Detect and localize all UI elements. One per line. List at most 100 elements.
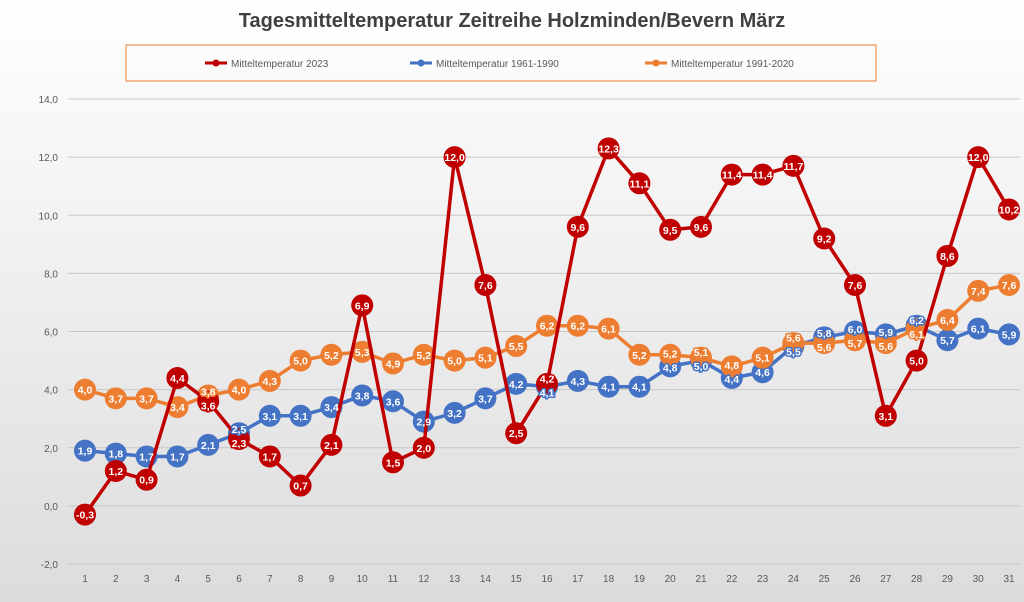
x-tick-label: 27 <box>880 574 892 585</box>
data-point <box>597 317 620 340</box>
data-point <box>320 343 343 366</box>
legend-item: Mitteltemperatur 1991-2020 <box>645 59 794 70</box>
data-point <box>412 343 435 366</box>
svg-text:Mitteltemperatur 2023: Mitteltemperatur 2023 <box>231 59 329 70</box>
data-point <box>690 215 712 238</box>
x-tick-label: 7 <box>267 574 273 585</box>
data-label: 3,8 <box>355 390 370 402</box>
data-point <box>166 367 189 389</box>
data-point <box>967 146 990 169</box>
data-label: 6,1 <box>971 324 986 336</box>
data-label: 5,6 <box>817 342 832 354</box>
data-label: 0,9 <box>139 475 154 487</box>
data-label: 7,6 <box>478 280 493 292</box>
x-tick-label: 18 <box>603 574 615 585</box>
data-point <box>289 404 312 427</box>
data-label: 5,9 <box>878 327 893 339</box>
data-label: 5,2 <box>324 350 339 362</box>
data-label: 5,3 <box>355 347 370 359</box>
data-label: 6,2 <box>570 321 585 333</box>
data-label: 9,5 <box>663 225 678 237</box>
x-tick-label: 22 <box>726 574 738 585</box>
y-tick-label: -2,0 <box>41 560 59 571</box>
data-point <box>258 369 281 392</box>
y-tick-label: 14,0 <box>39 95 59 106</box>
data-point <box>104 460 127 482</box>
data-label: 2,1 <box>201 440 216 452</box>
data-point <box>74 439 96 462</box>
data-point <box>967 279 990 302</box>
data-point <box>844 329 866 352</box>
y-tick-label: 10,0 <box>39 211 59 222</box>
data-label: 11,1 <box>629 178 649 190</box>
data-label: 4,4 <box>724 374 739 386</box>
data-label: 6,4 <box>940 315 955 327</box>
data-point <box>998 323 1020 346</box>
data-label: 12,0 <box>444 152 465 164</box>
data-point <box>720 355 743 378</box>
legend-item: Mitteltemperatur 1961-1990 <box>410 59 559 70</box>
data-label: 6,2 <box>909 315 924 327</box>
data-point <box>505 335 528 358</box>
x-tick-label: 14 <box>480 574 492 585</box>
data-label: 5,2 <box>663 349 678 361</box>
data-label: 4,0 <box>78 385 93 397</box>
data-point <box>536 314 558 337</box>
data-label: 3,1 <box>878 411 893 423</box>
data-point <box>382 352 404 375</box>
data-label: 12,0 <box>968 152 989 164</box>
data-point <box>566 314 589 337</box>
data-point <box>258 404 281 427</box>
svg-text:Mitteltemperatur 1961-1990: Mitteltemperatur 1961-1990 <box>436 59 559 70</box>
data-point <box>813 332 836 355</box>
x-tick-label: 12 <box>418 574 430 585</box>
y-tick-label: 8,0 <box>44 269 58 280</box>
data-point <box>998 274 1020 296</box>
data-point <box>474 387 497 410</box>
data-point <box>351 340 374 363</box>
data-point <box>289 349 312 372</box>
data-point <box>74 503 96 526</box>
data-label: 5,1 <box>478 353 493 365</box>
data-point <box>874 404 897 427</box>
data-point <box>905 317 928 340</box>
data-point <box>813 227 836 250</box>
data-label: 3,8 <box>201 386 216 398</box>
data-label: 4,0 <box>232 385 247 397</box>
data-point <box>382 390 404 413</box>
data-point <box>690 346 712 369</box>
x-tick-label: 5 <box>205 574 211 585</box>
data-label: 3,6 <box>386 396 401 408</box>
x-tick-label: 4 <box>175 574 181 585</box>
data-label: 5,7 <box>940 335 955 347</box>
data-point <box>659 343 682 366</box>
chart-title: Tagesmitteltemperatur Zeitreihe Holzmind… <box>238 10 786 32</box>
data-label: 5,9 <box>1002 329 1017 341</box>
data-point <box>412 410 435 433</box>
data-label: 4,8 <box>724 360 739 372</box>
x-tick-label: 26 <box>849 574 861 585</box>
data-point <box>228 378 250 401</box>
data-point <box>258 445 281 468</box>
data-label: 12,3 <box>598 143 619 155</box>
data-point <box>443 349 466 372</box>
data-label: 4,8 <box>663 363 678 375</box>
data-point <box>474 274 497 296</box>
x-tick-label: 28 <box>911 574 923 585</box>
data-label: 5,0 <box>447 356 462 368</box>
data-point <box>905 349 928 372</box>
svg-text:Mitteltemperatur 1991-2020: Mitteltemperatur 1991-2020 <box>671 59 794 70</box>
data-label: 3,4 <box>324 402 339 414</box>
x-tick-label: 15 <box>511 574 523 585</box>
data-label: 4,1 <box>632 382 647 394</box>
data-label: 3,1 <box>293 411 308 423</box>
data-label: 4,3 <box>262 376 277 388</box>
data-label: 5,2 <box>416 350 431 362</box>
data-label: 2,3 <box>232 438 247 450</box>
data-label: 11,7 <box>783 161 803 173</box>
data-point <box>382 451 404 474</box>
data-label: 5,2 <box>632 350 647 362</box>
data-label: 5,1 <box>694 347 709 359</box>
y-tick-label: 6,0 <box>44 328 58 339</box>
x-tick-label: 21 <box>695 574 707 585</box>
